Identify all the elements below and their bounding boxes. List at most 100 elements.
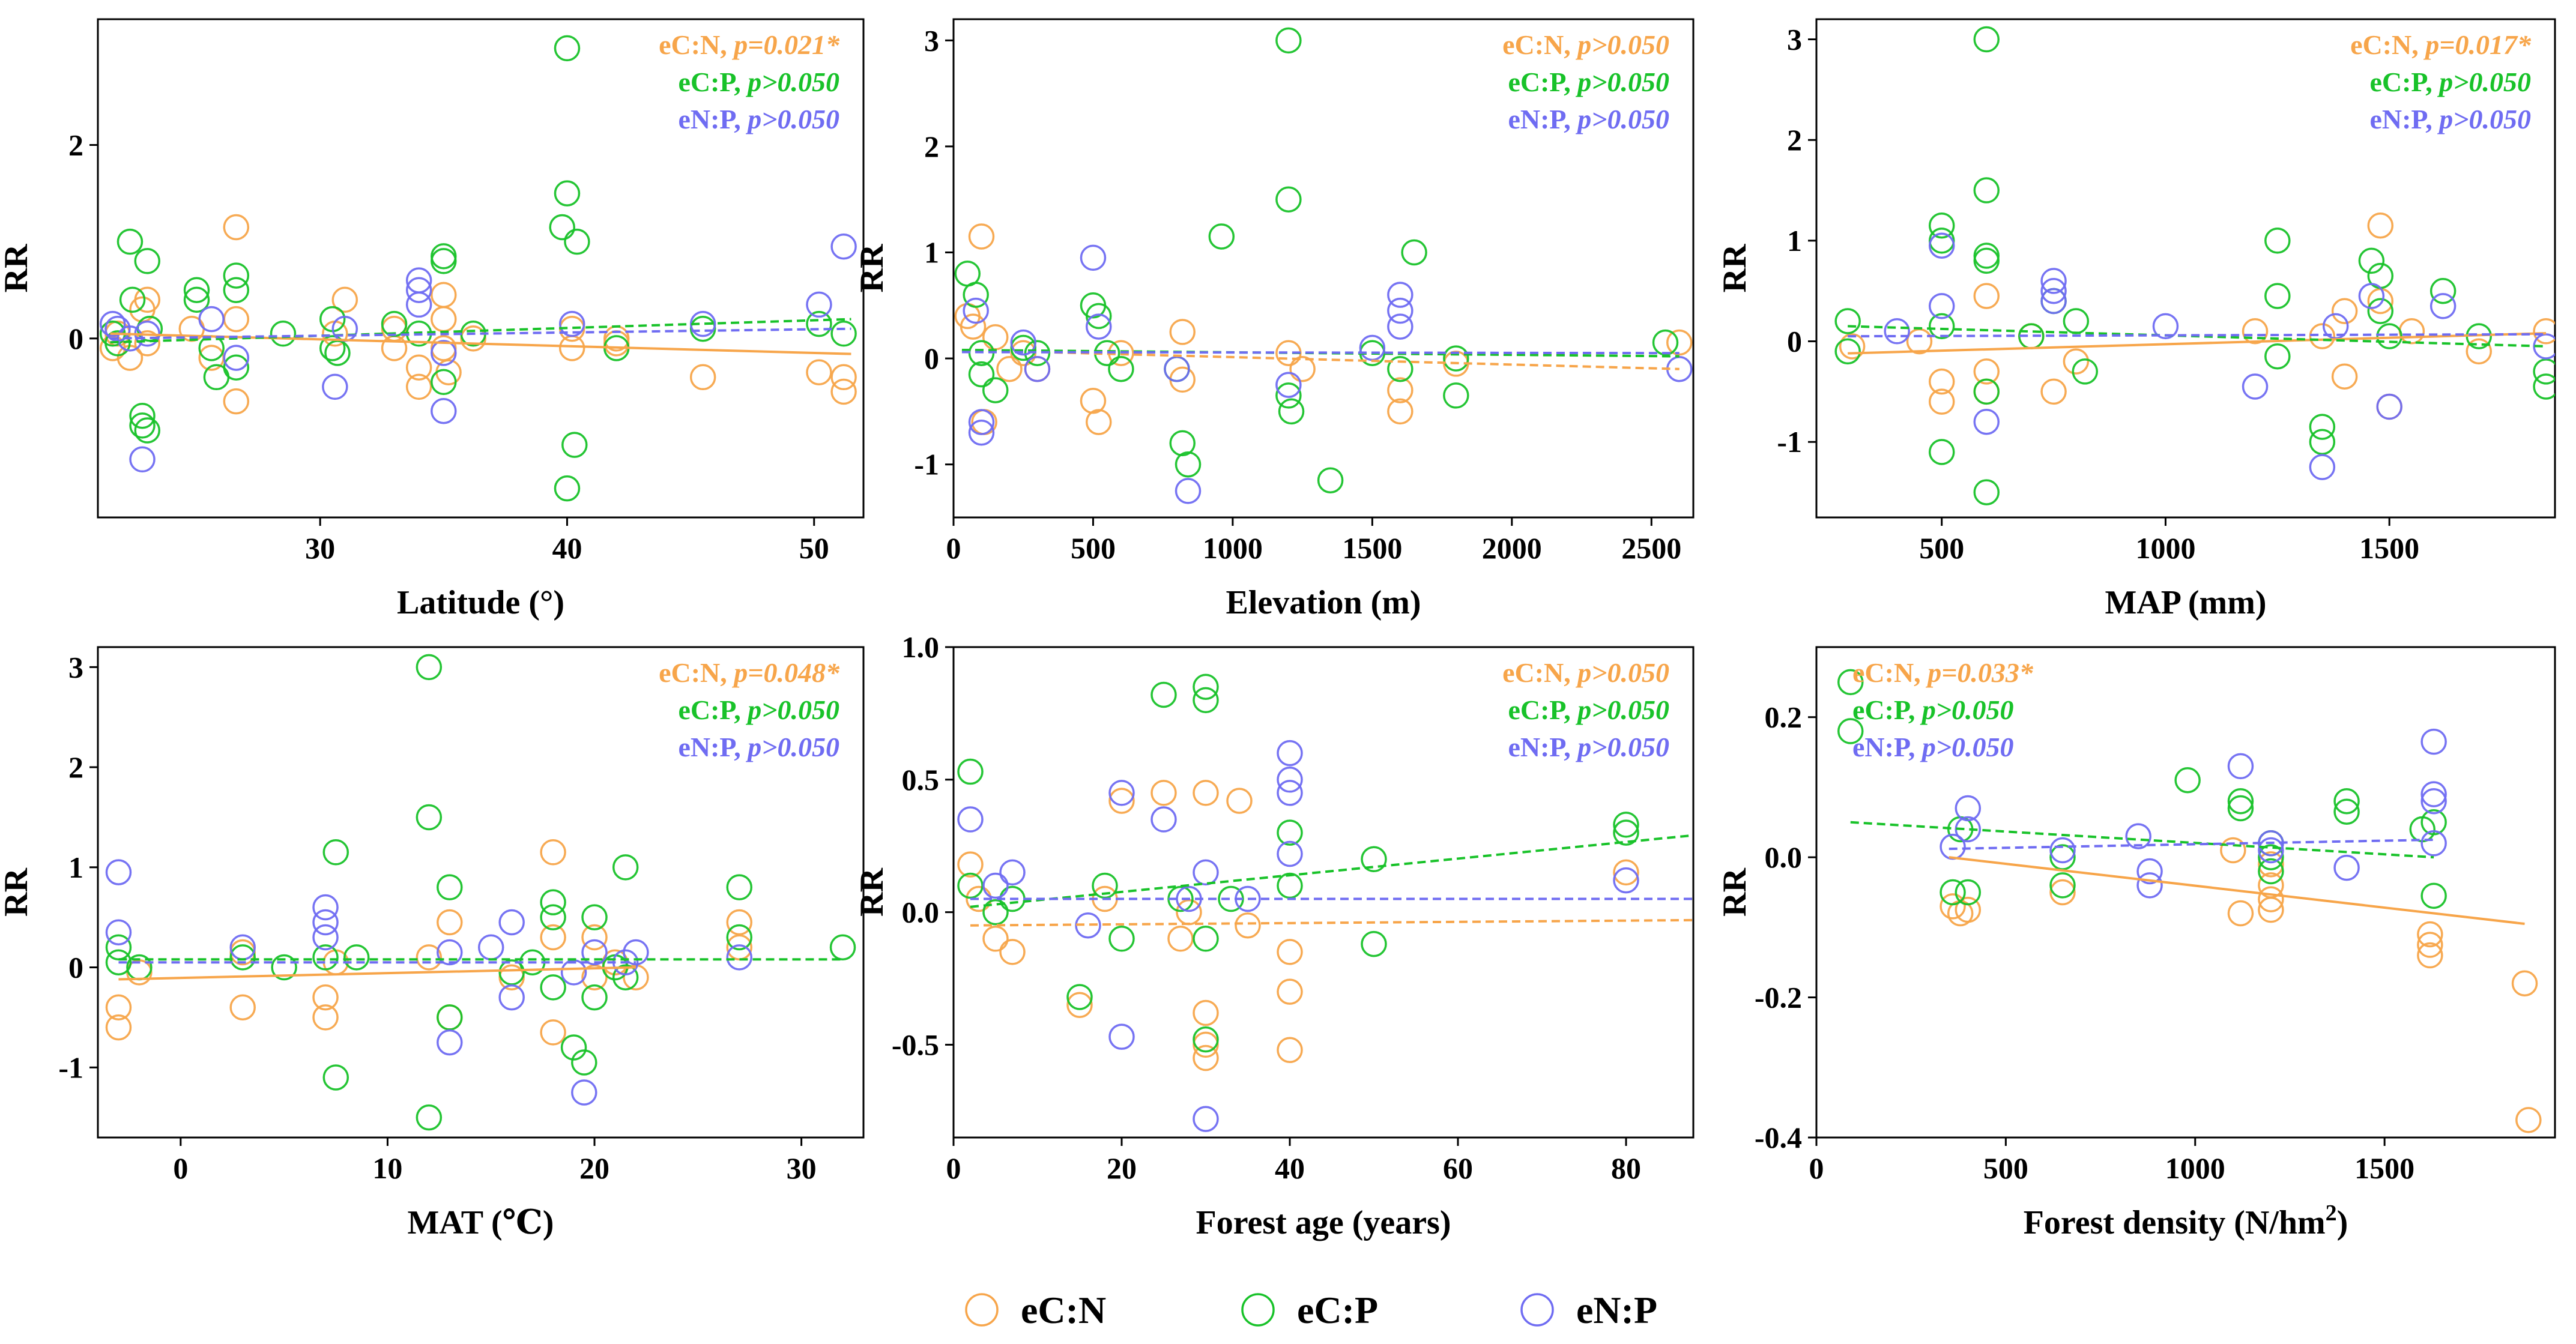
data-point (1928, 232, 1955, 259)
x-tick-label: 80 (1611, 1151, 1641, 1185)
x-axis-label: Forest density (N/hm2) (2024, 1201, 2348, 1241)
stat-annotation: eC:N, p>0.050 (1502, 29, 1669, 60)
data-point (129, 403, 156, 429)
data-point (1613, 859, 1639, 886)
data-point (564, 228, 590, 255)
plot-frame (1815, 18, 2556, 519)
data-point (2049, 844, 2076, 870)
data-point (1193, 1031, 1219, 1058)
legend-marker-eN:P (1520, 1293, 1554, 1327)
data-point (1193, 674, 1219, 700)
stat-p-value: p>0.050 (2437, 67, 2531, 97)
x-axis-label: Latitude (°) (397, 584, 564, 621)
data-point (999, 939, 1026, 965)
data-point (1940, 893, 1966, 920)
data-point (2063, 308, 2090, 334)
data-point (1193, 1106, 1219, 1132)
y-tick-label: -1 (58, 1050, 83, 1084)
data-point (1108, 356, 1134, 382)
data-point (806, 291, 832, 318)
data-point (1278, 398, 1305, 425)
data-point (1277, 767, 1303, 793)
data-point (312, 924, 339, 951)
data-point (105, 994, 132, 1020)
stat-label: eC:N, (659, 657, 734, 688)
legend: eC:N eC:P eN:P (965, 1289, 1657, 1331)
data-point (2040, 268, 2067, 294)
data-point (2533, 373, 2555, 400)
data-point (1193, 1026, 1219, 1053)
data-point (1666, 329, 1693, 356)
fit-line-eN:P (1949, 838, 2434, 851)
stat-annotation: eC:P, p>0.050 (1508, 67, 1669, 97)
data-point (581, 904, 608, 930)
x-tick-label: 500 (1983, 1151, 2028, 1185)
plot-frame (97, 646, 865, 1139)
stat-label: eN:P, (2369, 104, 2439, 134)
data-point (2227, 900, 2254, 927)
data-point (1277, 780, 1303, 806)
stat-label: eN:P, (1508, 732, 1577, 762)
data-point (2072, 358, 2099, 385)
fit-line-eC:P (1850, 821, 2434, 859)
data-point (223, 262, 250, 289)
stat-p-value: p>0.050 (745, 104, 839, 134)
data-point (830, 364, 857, 391)
data-point (968, 361, 995, 388)
stat-annotation: eN:P, p>0.050 (2369, 104, 2531, 134)
data-point (1387, 297, 1413, 324)
x-tick-label: 0 (1809, 1151, 1824, 1185)
data-point (229, 994, 256, 1020)
data-point (1928, 439, 1955, 465)
data-point (229, 944, 256, 971)
plot-frame (952, 18, 1695, 519)
data-point (498, 909, 525, 936)
data-point (830, 321, 857, 347)
y-tick-label: 2 (68, 128, 83, 162)
data-point (2258, 896, 2284, 923)
data-point (1387, 377, 1413, 403)
data-point (1955, 795, 1982, 822)
data-point (104, 330, 131, 357)
stat-label: eN:P, (678, 104, 748, 134)
data-point (1086, 303, 1112, 330)
series-eN:P (99, 233, 857, 473)
data-point (554, 475, 581, 502)
data-point (1443, 382, 1469, 409)
data-point (437, 939, 463, 966)
x-axis-label-text: Elevation (m) (1226, 584, 1421, 621)
data-point (806, 359, 832, 386)
data-point (830, 378, 857, 405)
data-point (405, 277, 432, 304)
x-axis-label-text: MAT (℃) (408, 1204, 554, 1241)
data-point (498, 984, 525, 1011)
stat-p-value: p>0.050 (1920, 695, 2014, 725)
data-point (183, 286, 210, 313)
x-tick-label: 1000 (2165, 1151, 2225, 1185)
data-point (1289, 356, 1316, 382)
data-point (2264, 228, 2291, 254)
data-point (2309, 454, 2336, 480)
data-point (2376, 393, 2402, 420)
data-point (2258, 844, 2284, 870)
stat-p-value: p>0.050 (745, 67, 839, 97)
data-point (2367, 298, 2394, 325)
y-axis-label: RR (0, 244, 35, 292)
data-point (1108, 926, 1135, 952)
data-point (968, 409, 995, 435)
series-eN:P (963, 244, 1693, 504)
data-point (2049, 837, 2076, 864)
y-tick-label: 3 (1787, 23, 1802, 56)
data-point (571, 1049, 597, 1076)
data-point (2049, 872, 2076, 899)
stat-p-value: p>0.050 (1575, 104, 1669, 134)
x-tick-label: 60 (1443, 1151, 1473, 1185)
y-tick-label: 0.0 (1765, 840, 1803, 874)
data-point (1361, 930, 1387, 957)
data-point (223, 354, 250, 381)
stat-label: eC:P, (1508, 695, 1577, 725)
data-point (129, 412, 156, 439)
data-point (322, 1064, 349, 1091)
data-point (134, 330, 161, 357)
data-point (540, 1019, 566, 1046)
